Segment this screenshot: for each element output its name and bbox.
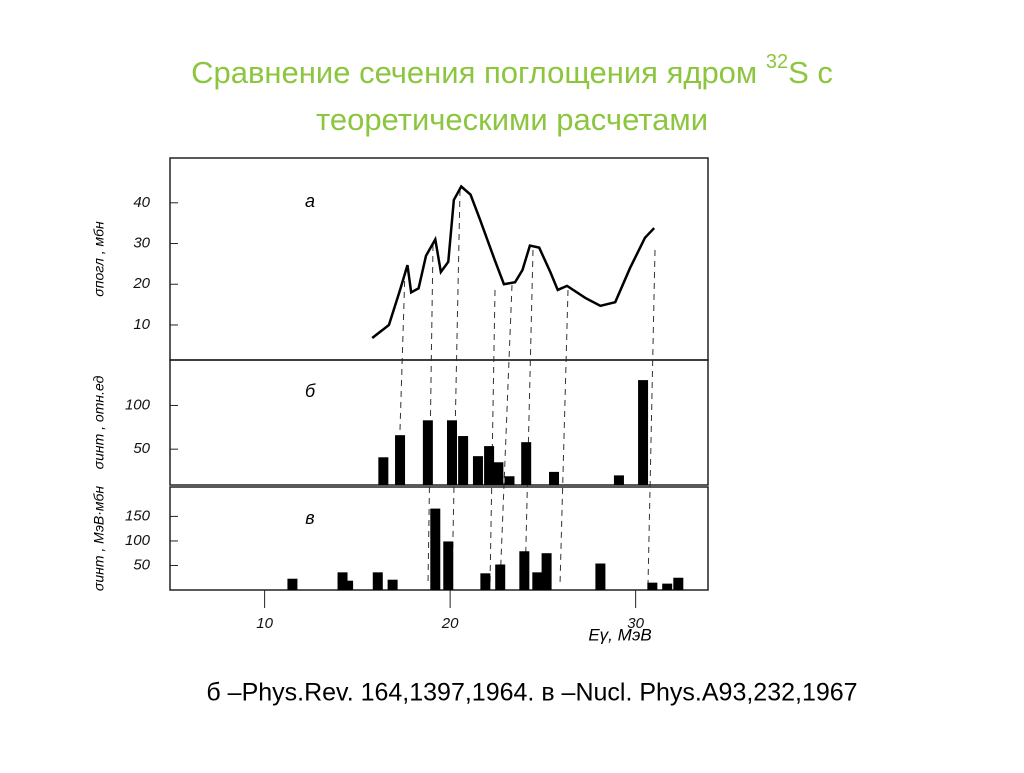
bar xyxy=(343,580,354,590)
panel-label: б xyxy=(305,381,316,401)
bar xyxy=(484,446,495,485)
bar xyxy=(472,456,483,485)
bar xyxy=(443,541,454,590)
y-axis-label: σинт , МэВ·мбн xyxy=(91,486,107,591)
title-part: S с xyxy=(788,55,833,90)
bar xyxy=(519,551,530,590)
y-tick-label: 50 xyxy=(133,556,150,573)
title-superscript: 32 xyxy=(766,51,788,73)
bar xyxy=(549,471,560,485)
guide-lines xyxy=(399,189,656,586)
bar xyxy=(532,572,543,590)
y-axis-label: σинт , отн.ед xyxy=(91,375,107,469)
bar xyxy=(378,457,389,485)
bar xyxy=(287,578,298,590)
bar xyxy=(430,508,441,590)
absorption-curve xyxy=(371,184,656,339)
y-axis-label: σпогл , мбн xyxy=(91,221,107,297)
bar xyxy=(595,563,606,590)
bar xyxy=(395,435,406,485)
bar xyxy=(372,572,383,590)
bar xyxy=(493,462,504,485)
bar xyxy=(495,564,506,590)
bar xyxy=(638,380,649,485)
bar xyxy=(446,420,457,485)
bar xyxy=(613,475,624,485)
bar xyxy=(541,553,552,590)
bar xyxy=(662,583,673,590)
y-tick-label: 150 xyxy=(125,507,151,524)
bar xyxy=(422,420,433,485)
bar xyxy=(504,476,515,485)
x-tick-label: 20 xyxy=(441,615,459,632)
bar xyxy=(458,436,469,485)
y-tick-label: 100 xyxy=(125,532,151,549)
y-tick-label: 30 xyxy=(133,234,150,251)
bar xyxy=(337,572,348,590)
panel-frame xyxy=(169,359,709,486)
panel-label: а xyxy=(305,191,315,211)
title-line-2: теоретическими расчетами xyxy=(316,102,708,137)
bar xyxy=(480,573,491,590)
caption: б –Phys.Rev. 164,1397,1964. в –Nucl. Phy… xyxy=(206,679,857,707)
y-tick-label: 40 xyxy=(133,194,150,211)
bar xyxy=(387,579,398,590)
y-tick-label: 50 xyxy=(133,440,150,457)
panel-label: в xyxy=(305,508,314,528)
bar xyxy=(521,442,532,485)
y-tick-label: 100 xyxy=(125,396,151,413)
x-axis-label: Eγ, МэВ xyxy=(588,625,651,644)
title-line-1: Сравнение сечения поглощения ядром 32S с xyxy=(191,51,833,90)
title-part: Сравнение сечения поглощения ядром xyxy=(191,55,766,90)
x-tick-label: 10 xyxy=(256,615,273,632)
bar xyxy=(673,577,684,590)
y-tick-label: 20 xyxy=(132,275,150,292)
x-tick-label: 30 xyxy=(627,615,644,632)
y-tick-label: 10 xyxy=(133,316,150,333)
bar xyxy=(647,582,658,590)
